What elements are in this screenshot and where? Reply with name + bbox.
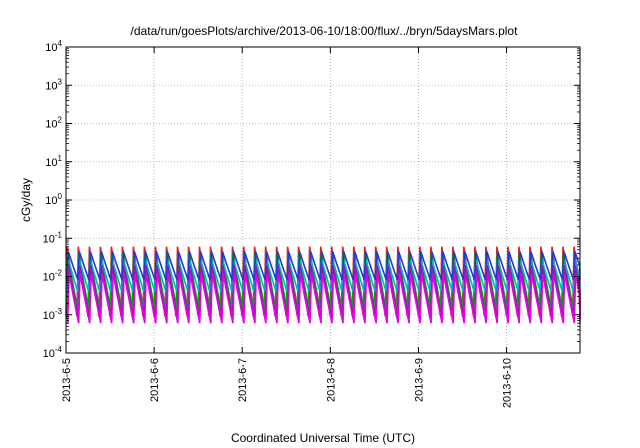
y-tick-label: 10-1 [43, 230, 63, 245]
x-tick-label: 2013-6-5 [61, 358, 73, 402]
series-line [66, 273, 581, 324]
y-tick-label: 10-3 [43, 307, 63, 322]
x-tick-label: 2013-6-8 [325, 358, 337, 402]
x-tick-label: 2013-6-10 [502, 358, 514, 408]
y-tick-labels: 10-4 10-3 10-2 10-1 100 101 102 103 104 [43, 39, 63, 360]
y-tick-label: 103 [45, 77, 62, 92]
series-layer [65, 246, 581, 324]
y-tick-label: 10-2 [43, 269, 63, 284]
tick-marks [65, 46, 580, 354]
y-tick-label: 10-4 [43, 345, 63, 360]
series-line [66, 251, 581, 281]
y-tick-label: 101 [45, 154, 62, 169]
y-axis-label: cGy/day [19, 178, 33, 222]
x-tick-label: 2013-6-6 [149, 358, 161, 402]
x-axis-label: Coordinated Universal Time (UTC) [231, 431, 415, 445]
x-tick-labels: 2013-6-5 2013-6-6 2013-6-7 2013-6-8 2013-6-9… [61, 358, 514, 408]
y-tick-label: 102 [45, 116, 62, 131]
y-tick-label: 104 [45, 39, 62, 54]
x-tick-label: 2013-6-9 [413, 358, 425, 402]
y-tick-label: 100 [45, 192, 62, 207]
chart-title: /data/run/goesPlots/archive/2013-06-10/1… [131, 24, 519, 38]
x-tick-label: 2013-6-7 [237, 358, 249, 402]
